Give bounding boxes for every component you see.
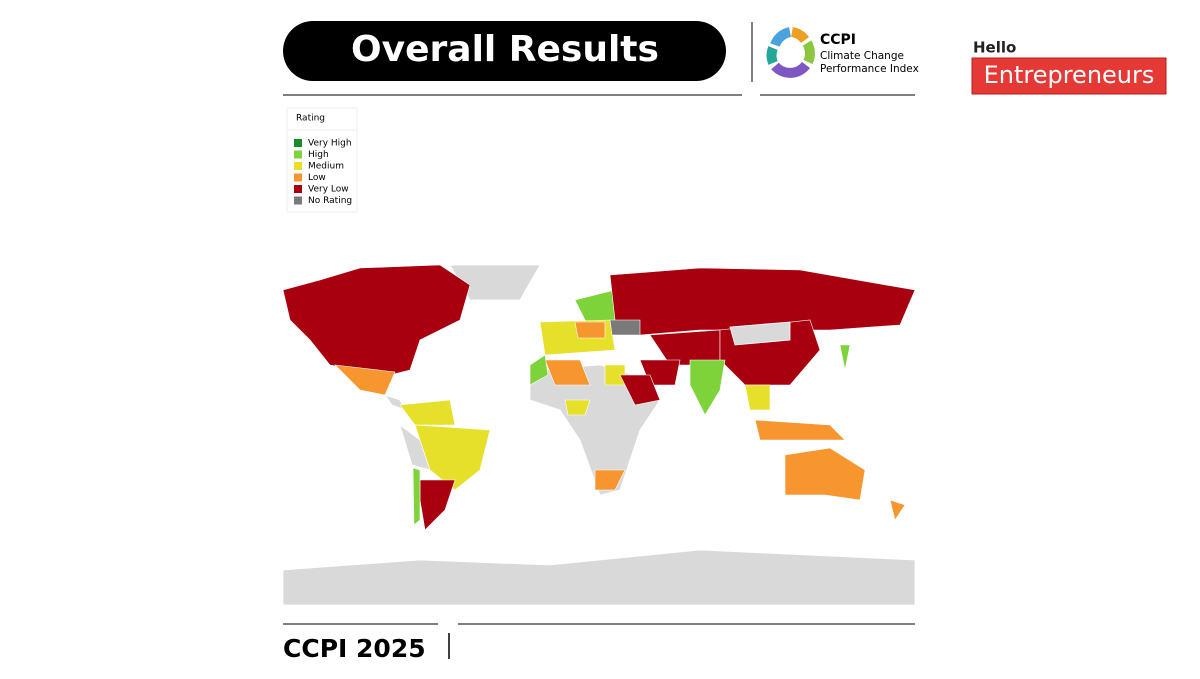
nigeria [564, 399, 591, 416]
brazil [414, 424, 491, 491]
legend-swatch [294, 173, 302, 182]
legend-label: Very High [308, 139, 352, 149]
legend-label: Very Low [308, 185, 349, 195]
argentina [419, 479, 456, 531]
indonesia [754, 419, 846, 441]
japan [839, 344, 851, 371]
north-america [282, 264, 471, 376]
brand-name: Entrepreneurs [984, 61, 1155, 89]
legend-label: No Rating [308, 196, 352, 206]
logo-line: Performance Index [820, 63, 919, 75]
legend-label: Low [308, 173, 326, 183]
mongolia [729, 321, 791, 346]
ccpi-logo-ring [766, 27, 815, 78]
legend-swatch [294, 150, 302, 159]
algeria [544, 359, 591, 386]
central-europe [574, 321, 606, 339]
legend-swatch [294, 162, 302, 170]
brand-hello: Hello [973, 39, 1016, 57]
colombia-venezuela [399, 399, 456, 426]
brand-box [971, 57, 1167, 95]
legend-label: High [308, 150, 329, 160]
title-pill [283, 21, 726, 81]
ukraine [609, 319, 641, 336]
southeast-asia [744, 384, 771, 411]
saudi-arabia [619, 374, 661, 406]
antarctica [282, 549, 916, 606]
footer-title: CCPI 2025 [283, 634, 426, 663]
legend-title: Rating [296, 114, 325, 124]
legend-label: Medium [308, 162, 344, 172]
legend-box [286, 107, 358, 213]
logo-line: Climate Change [820, 50, 904, 62]
south-africa [594, 469, 626, 491]
legend-swatch [294, 139, 302, 147]
morocco [529, 354, 549, 386]
logo-name: CCPI [820, 32, 856, 48]
title: Overall Results [351, 29, 659, 70]
australia [784, 447, 866, 501]
world-map [282, 264, 916, 606]
new-zealand [889, 499, 906, 521]
chile [412, 467, 421, 526]
legend-swatch [294, 185, 302, 193]
india [689, 359, 726, 416]
legend-swatch [294, 196, 302, 205]
